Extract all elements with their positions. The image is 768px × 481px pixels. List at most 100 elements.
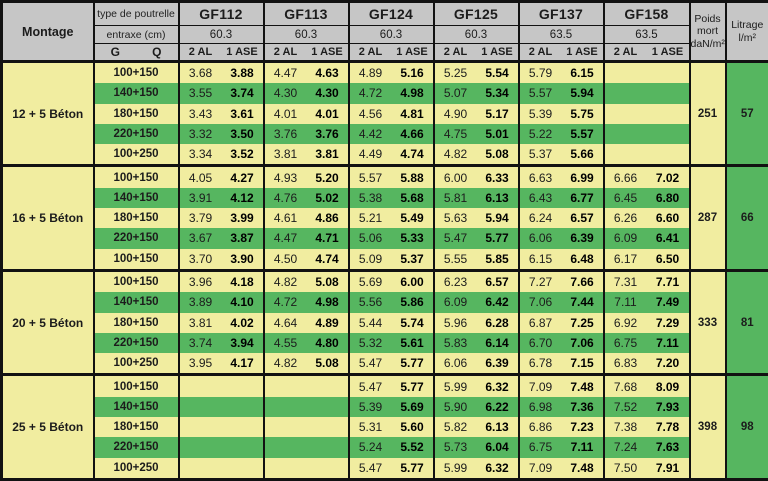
value-cell: 7.68 <box>602 373 647 397</box>
value-cell: 3.81 <box>177 312 222 333</box>
value-cell: 7.31 <box>602 268 647 293</box>
row-label-cell: 140+150 <box>92 83 179 104</box>
litrage-cell: 66 <box>724 164 768 271</box>
value-cell: 4.63 <box>306 60 349 84</box>
col-2al-header: 2 AL <box>602 43 647 63</box>
poids-mort-cell: 333 <box>688 268 726 375</box>
q-label: Q <box>152 45 162 59</box>
litrage-column-header: Litrage l/m² <box>724 1 768 63</box>
value-cell: 5.33 <box>391 228 434 249</box>
row-label-cell: 100+250 <box>92 353 179 375</box>
value-cell: 7.29 <box>646 312 690 333</box>
value-cell: 4.10 <box>221 292 264 313</box>
beam-header: GF125 <box>432 1 519 26</box>
value-cell: 7.36 <box>561 396 604 417</box>
value-cell: 3.61 <box>221 103 264 124</box>
value-cell: 5.86 <box>391 292 434 313</box>
value-cell: 6.04 <box>476 437 519 458</box>
col-2al-header: 2 AL <box>177 43 222 63</box>
table-row: 140+150 3.91 4.12 4.76 5.02 5.38 5.68 5.81 6.13 6… <box>2 187 768 209</box>
value-cell: 6.15 <box>561 60 604 84</box>
value-cell <box>306 457 349 480</box>
litrage-cell: 57 <box>724 59 768 166</box>
value-cell: 4.47 <box>262 60 307 84</box>
value-cell: 3.81 <box>306 144 349 166</box>
value-cell: 5.25 <box>432 60 477 84</box>
col-2al-header: 2 AL <box>432 43 477 63</box>
value-cell: 5.69 <box>391 396 434 417</box>
value-cell: 5.31 <box>347 417 392 438</box>
table-body: 12 + 5 Béton 100+150 3.68 3.88 4.47 4.63 4.89 5… <box>1 59 768 480</box>
value-cell: 5.69 <box>347 268 392 293</box>
value-cell: 3.88 <box>221 60 264 84</box>
row-label-cell: 220+150 <box>92 332 179 354</box>
value-cell: 7.71 <box>646 268 690 293</box>
value-cell: 6.99 <box>561 164 604 188</box>
value-cell: 4.47 <box>262 228 307 249</box>
value-cell: 6.13 <box>476 417 519 438</box>
value-cell: 6.45 <box>602 187 647 209</box>
value-cell: 7.27 <box>517 268 562 293</box>
value-cell: 4.56 <box>347 103 392 124</box>
value-cell: 5.55 <box>432 248 477 271</box>
beam-header: GF113 <box>262 1 349 26</box>
col-1ase-header: 1 ASE <box>221 43 264 63</box>
value-cell: 6.48 <box>561 248 604 271</box>
value-cell: 4.76 <box>262 187 307 209</box>
value-cell: 6.32 <box>476 457 519 480</box>
row-label-cell: 100+150 <box>92 60 179 84</box>
table-row: 100+250 5.47 5.77 5.99 6.32 7.09 7.48 7.50 7.91 <box>2 457 768 480</box>
value-cell: 5.56 <box>347 292 392 313</box>
value-cell: 3.52 <box>221 144 264 166</box>
value-cell: 7.15 <box>561 353 604 375</box>
beam-header: GF112 <box>177 1 264 26</box>
value-cell: 6.39 <box>476 353 519 375</box>
value-cell <box>262 437 307 458</box>
value-cell: 6.63 <box>517 164 562 188</box>
value-cell <box>306 373 349 397</box>
value-cell: 4.30 <box>262 83 307 104</box>
value-cell <box>306 437 349 458</box>
table-row: 180+150 3.79 3.99 4.61 4.86 5.21 5.49 5.63 5.94 6… <box>2 208 768 229</box>
value-cell: 5.85 <box>476 248 519 271</box>
value-cell: 4.61 <box>262 208 307 229</box>
value-cell: 4.17 <box>221 353 264 375</box>
value-cell: 5.22 <box>517 123 562 145</box>
montage-group-cell: 12 + 5 Béton <box>1 59 94 166</box>
value-cell <box>262 457 307 480</box>
value-cell: 6.00 <box>432 164 477 188</box>
value-cell: 5.02 <box>306 187 349 209</box>
value-cell: 5.16 <box>391 60 434 84</box>
value-cell: 6.09 <box>602 228 647 249</box>
entraxe-value: 60.3 <box>432 25 519 44</box>
value-cell: 4.49 <box>347 144 392 166</box>
value-cell <box>602 123 647 145</box>
value-cell: 3.96 <box>177 268 222 293</box>
value-cell: 6.57 <box>561 208 604 229</box>
value-cell: 5.09 <box>347 248 392 271</box>
value-cell: 4.55 <box>262 332 307 354</box>
table-row: 220+150 3.32 3.50 3.76 3.76 4.42 4.66 4.75 5.01 5… <box>2 123 768 145</box>
table-row: 16 + 5 Béton 100+150 4.05 4.27 4.93 5.20 5.57 5… <box>1 164 768 271</box>
value-cell <box>177 417 222 438</box>
value-cell: 5.07 <box>432 83 477 104</box>
col-1ase-header: 1 ASE <box>476 43 519 63</box>
entraxe-value: 60.3 <box>262 25 349 44</box>
value-cell: 5.63 <box>432 208 477 229</box>
beam-header: GF158 <box>602 1 690 26</box>
value-cell <box>221 373 264 397</box>
value-cell: 4.90 <box>432 103 477 124</box>
entraxe-value: 63.5 <box>602 25 690 44</box>
value-cell: 4.81 <box>391 103 434 124</box>
value-cell <box>177 373 222 397</box>
value-cell: 4.98 <box>391 83 434 104</box>
value-cell: 3.74 <box>221 83 264 104</box>
value-cell: 4.30 <box>306 83 349 104</box>
table-row: 140+150 3.89 4.10 4.72 4.98 5.56 5.86 6.09 6.42 7… <box>2 292 768 313</box>
value-cell <box>177 396 222 417</box>
value-cell: 6.06 <box>432 353 477 375</box>
value-cell: 5.57 <box>561 123 604 145</box>
row-label-cell: 100+150 <box>92 164 179 188</box>
value-cell: 4.93 <box>262 164 307 188</box>
